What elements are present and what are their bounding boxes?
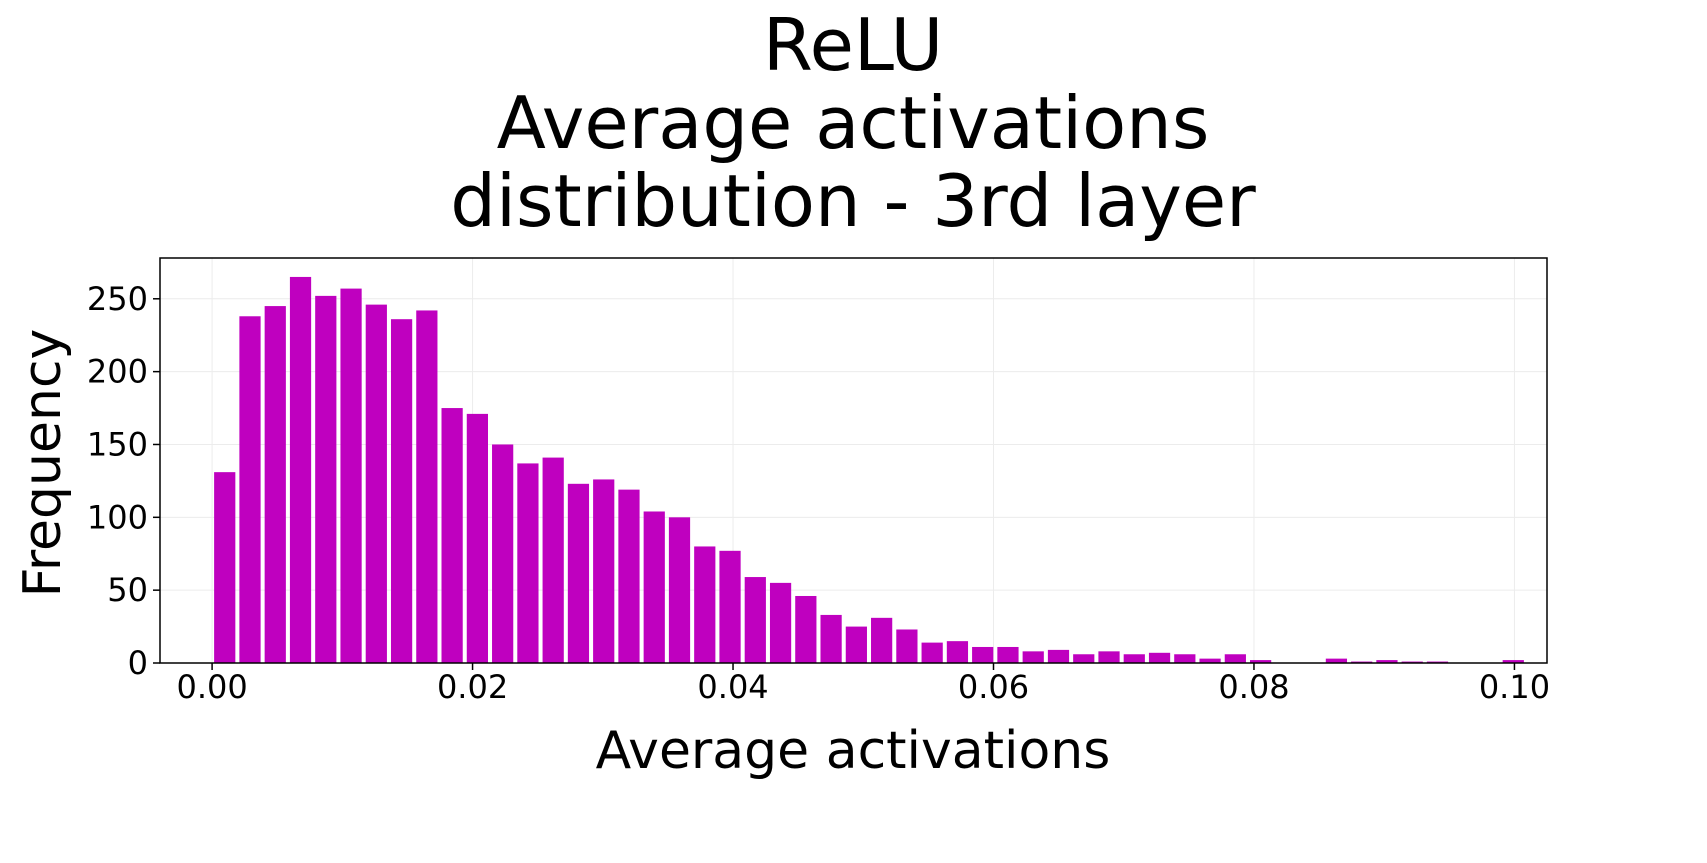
histogram-bar [997,646,1019,663]
histogram-bar [214,472,236,663]
x-tick-label: 0.08 [1218,668,1289,706]
histogram-bar [719,550,741,663]
y-tick-label: 150 [87,425,148,463]
bars-group [214,276,1524,663]
histogram-bar [1325,658,1348,663]
histogram-bar [744,577,766,663]
histogram-bar [416,310,438,663]
x-tick-label: 0.04 [697,668,768,706]
histogram-bar [871,617,893,663]
histogram-bar [466,413,488,663]
histogram-bar [315,295,337,663]
histogram-bar [390,319,413,663]
histogram-bar [1174,654,1196,663]
y-axis-label: Frequency [13,329,73,598]
x-tick-label: 0.10 [1479,668,1550,706]
histogram-bar [517,463,539,663]
x-tick-label: 0.06 [958,668,1029,706]
histogram-bar [239,316,261,663]
histogram-bar [1148,652,1171,663]
histogram-bar [643,511,665,663]
y-tick-label: 200 [87,353,148,391]
histogram-bar [820,614,842,663]
y-tick-label: 250 [87,280,148,318]
histogram-bar [365,304,387,663]
chart-title-line-2: Average activations [497,81,1210,165]
histogram-bar [1502,660,1524,663]
histogram-bar [492,444,514,663]
chart-title-line-1: ReLU [763,3,943,87]
histogram-bar [1022,651,1044,663]
histogram-bar [340,288,362,663]
histogram-bar [1123,654,1145,663]
x-axis-ticks: 0.00 0.02 0.04 0.06 0.08 0.10 [176,663,1550,706]
histogram-bar [618,489,640,663]
histogram-bar [441,408,463,663]
histogram-bar [1047,649,1070,663]
histogram-bar [1199,658,1221,663]
x-tick-label: 0.00 [176,668,247,706]
histogram-bar [264,306,286,663]
histogram-bar [1224,654,1246,663]
chart-title-line-3: distribution - 3rd layer [450,159,1256,243]
histogram-bar [694,546,716,663]
x-tick-label: 0.02 [437,668,508,706]
histogram-bar [1376,660,1398,663]
histogram-bar [896,629,918,663]
histogram-bar [289,276,312,663]
histogram-bar [1098,651,1120,663]
histogram-bar [1073,654,1095,663]
histogram-bar [972,646,994,663]
y-tick-label: 100 [87,498,148,536]
histogram-bar [668,517,691,663]
y-tick-label: 50 [107,571,148,609]
histogram-bar [921,642,943,663]
x-axis-label: Average activations [596,721,1111,781]
histogram-bar [1250,660,1272,663]
y-tick-label: 0 [128,644,148,682]
y-axis-ticks: 0 50 100 150 200 250 [87,280,160,682]
histogram-bar [946,641,969,663]
histogram-bar [845,626,867,663]
histogram-bar [542,457,564,663]
histogram-bar [567,483,590,663]
plot-frame [159,257,1548,664]
histogram-bar [795,595,817,663]
histogram-bar [769,582,792,663]
histogram-bar [593,479,615,663]
